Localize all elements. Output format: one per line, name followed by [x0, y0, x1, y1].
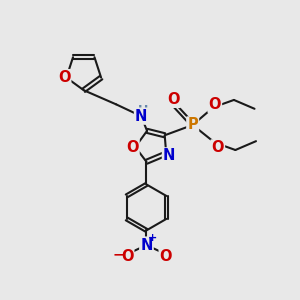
- Text: +: +: [148, 233, 157, 243]
- Text: O: O: [208, 97, 221, 112]
- Text: N: N: [135, 109, 147, 124]
- Text: O: O: [160, 249, 172, 264]
- Text: O: O: [167, 92, 180, 107]
- Text: O: O: [126, 140, 139, 154]
- Text: P: P: [187, 118, 198, 133]
- Text: O: O: [212, 140, 224, 155]
- Text: H: H: [138, 104, 149, 117]
- Text: N: N: [163, 148, 175, 164]
- Text: −: −: [113, 248, 124, 262]
- Text: O: O: [121, 249, 133, 264]
- Text: O: O: [58, 70, 70, 85]
- Text: N: N: [140, 238, 153, 253]
